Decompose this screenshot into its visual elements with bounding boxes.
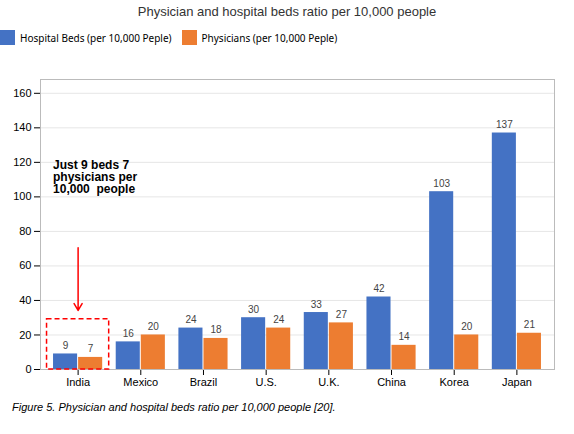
svg-text:7: 7	[88, 343, 94, 354]
svg-text:18: 18	[210, 324, 222, 335]
svg-text:Just 9 beds 7physicians per10,: Just 9 beds 7physicians per10,000 people	[53, 158, 137, 196]
svg-text:Brazil: Brazil	[190, 376, 218, 388]
svg-text:100: 100	[13, 190, 31, 202]
svg-text:India: India	[66, 376, 91, 388]
html-text:Physicians (per 10,000 Peple): Physicians (per 10,000 Peple)	[201, 30, 338, 45]
html-text:Physician and hospital beds ra: Physician and hospital beds ratio per 10…	[137, 4, 437, 19]
svg-text:9: 9	[63, 340, 69, 351]
svg-text:60: 60	[19, 259, 31, 271]
svg-text:20: 20	[19, 328, 31, 340]
svg-text:33: 33	[311, 299, 323, 310]
svg-text:80: 80	[19, 225, 31, 237]
svg-text:16: 16	[123, 328, 135, 339]
svg-text:42: 42	[373, 283, 385, 294]
svg-text:U.K.: U.K.	[318, 376, 339, 388]
svg-text:140: 140	[13, 121, 31, 133]
svg-text:0: 0	[25, 363, 31, 375]
svg-text:27: 27	[336, 309, 348, 320]
svg-text:160: 160	[13, 87, 31, 99]
html-text:Hospital Beds (per 10,000 Pepl: Hospital Beds (per 10,000 Peple)	[20, 30, 172, 45]
svg-text:120: 120	[13, 156, 31, 168]
svg-text:30: 30	[248, 304, 260, 315]
svg-text:24: 24	[185, 314, 197, 325]
svg-text:Korea: Korea	[440, 376, 470, 388]
svg-text:21: 21	[524, 319, 536, 330]
svg-text:103: 103	[433, 178, 450, 189]
svg-text:China: China	[377, 376, 407, 388]
svg-text:Mexico: Mexico	[123, 376, 158, 388]
svg-text:137: 137	[496, 119, 513, 130]
svg-text:U.S.: U.S.	[255, 376, 276, 388]
svg-text:14: 14	[398, 331, 410, 342]
svg-text:20: 20	[461, 321, 473, 332]
svg-text:Japan: Japan	[502, 376, 532, 388]
html-text:Figure 5. Physician and hospit: Figure 5. Physician and hospital beds ra…	[12, 401, 336, 413]
svg-text:24: 24	[273, 314, 285, 325]
svg-text:40: 40	[19, 294, 31, 306]
svg-text:20: 20	[148, 321, 160, 332]
